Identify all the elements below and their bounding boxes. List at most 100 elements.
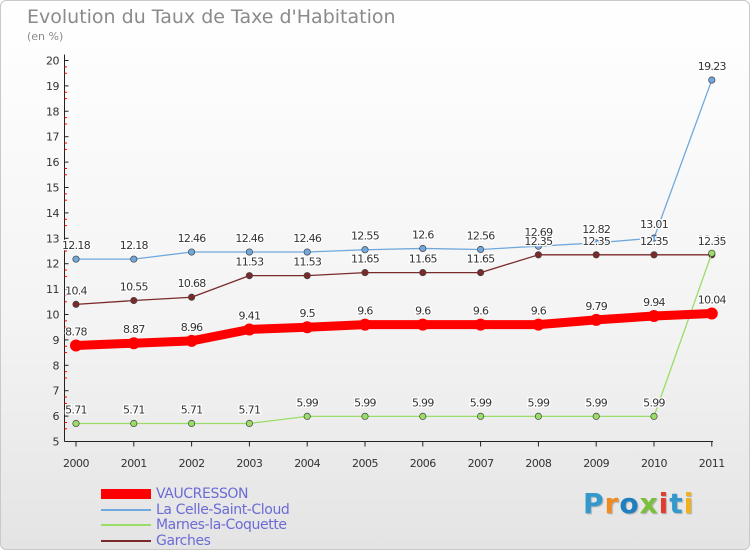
data-point <box>419 244 427 253</box>
data-label: 12.18 <box>62 239 91 252</box>
data-label: 12.46 <box>235 232 264 245</box>
data-label: 5.99 <box>528 396 550 409</box>
data-label: 13.01 <box>640 218 668 231</box>
data-label: 5.71 <box>65 403 87 416</box>
data-label: 9.94 <box>643 296 665 309</box>
legend-swatch <box>101 508 151 511</box>
data-label: 9.6 <box>415 305 431 318</box>
y-tick-label: 5 <box>53 436 60 449</box>
data-label: 9.41 <box>239 309 261 322</box>
data-point <box>130 419 138 428</box>
data-label: 12.41 <box>698 233 726 246</box>
data-point <box>185 334 198 347</box>
data-point <box>188 248 196 256</box>
data-point <box>590 313 603 326</box>
data-point <box>361 269 369 277</box>
data-label: 9.6 <box>473 305 489 318</box>
data-point <box>130 296 138 305</box>
data-label: 12.35 <box>640 235 669 248</box>
x-tick-label: 2001 <box>121 457 147 470</box>
data-label: 10.55 <box>120 281 149 294</box>
chart-title: Evolution du Taux de Taxe d'Habitation <box>27 6 396 28</box>
data-label: 5.71 <box>239 403 261 416</box>
series-line-La Celle-Saint-Cloud <box>75 79 713 260</box>
y-tick-label: 16 <box>46 156 59 169</box>
data-label: 10.4 <box>65 284 87 297</box>
y-tick-label: 10 <box>46 309 59 322</box>
y-tick-label: 12 <box>46 258 59 271</box>
data-point <box>130 255 138 263</box>
series-line-VAUCRESSON <box>71 308 717 350</box>
data-label: 9.79 <box>585 300 607 313</box>
data-label: 11.65 <box>467 253 496 266</box>
data-label: 12.82 <box>582 223 610 236</box>
x-tick-label: 2008 <box>525 457 551 470</box>
data-point <box>127 337 140 350</box>
data-point <box>708 76 716 84</box>
data-point <box>477 269 485 277</box>
data-point <box>70 339 82 352</box>
data-point <box>361 246 369 254</box>
x-tick-label: 2003 <box>236 457 262 470</box>
data-label: 10.68 <box>178 277 207 290</box>
y-tick-label: 14 <box>46 207 59 220</box>
data-label: 9.6 <box>531 305 547 318</box>
data-label: 5.99 <box>412 396 434 409</box>
data-point <box>72 419 80 428</box>
legend-label: La Celle-Saint-Cloud <box>156 501 290 518</box>
y-tick-label: 18 <box>46 105 59 118</box>
chart-subtitle: (en %) <box>27 30 64 43</box>
data-point <box>648 310 660 323</box>
data-label: 19.23 <box>698 60 727 73</box>
data-point <box>301 321 314 334</box>
series-line-Garches <box>75 254 713 305</box>
data-label: 9.6 <box>357 305 373 318</box>
data-label: 5.99 <box>470 396 492 409</box>
data-point <box>650 251 658 259</box>
y-tick-label: 20 <box>46 55 59 68</box>
y-tick-label: 13 <box>46 232 59 245</box>
data-point <box>359 318 371 331</box>
data-label: 11.65 <box>409 253 438 266</box>
x-tick-label: 2002 <box>179 457 205 470</box>
x-tick-label: 2000 <box>63 457 89 470</box>
data-point <box>532 318 545 331</box>
data-label: 10.04 <box>698 293 727 306</box>
data-label: 12.35 <box>698 235 727 248</box>
data-label: 8.96 <box>181 321 203 334</box>
legend-label: Marnes-la-Coquette <box>156 517 287 533</box>
legend-swatch <box>101 539 151 542</box>
data-point <box>650 234 658 242</box>
data-label: 5.99 <box>585 396 607 409</box>
data-label: 12.46 <box>293 232 322 245</box>
data-point <box>188 293 196 301</box>
y-tick-label: 7 <box>53 385 60 398</box>
data-point <box>477 412 485 420</box>
data-point <box>419 269 427 277</box>
data-point <box>303 272 311 280</box>
data-label: 12.35 <box>582 235 611 248</box>
data-point <box>188 419 196 428</box>
y-tick-label: 19 <box>46 80 59 93</box>
data-point <box>72 300 80 308</box>
series-line-Marnes-la-Coquette <box>75 252 713 425</box>
data-point <box>592 239 600 247</box>
data-point <box>243 323 256 336</box>
y-tick-label: 9 <box>53 334 60 347</box>
data-point <box>245 272 253 280</box>
data-label: 12.69 <box>524 226 553 239</box>
data-label: 11.65 <box>351 253 380 266</box>
x-tick-label: 2005 <box>352 457 378 470</box>
y-tick-label: 17 <box>46 131 59 144</box>
data-label: 8.87 <box>123 323 145 336</box>
data-label: 12.55 <box>351 230 380 243</box>
data-point <box>416 318 429 331</box>
data-point <box>705 307 718 320</box>
y-tick-label: 6 <box>53 410 60 423</box>
data-point <box>303 412 311 420</box>
data-point <box>650 412 658 420</box>
x-tick-label: 2011 <box>699 457 725 470</box>
data-point <box>303 248 311 256</box>
